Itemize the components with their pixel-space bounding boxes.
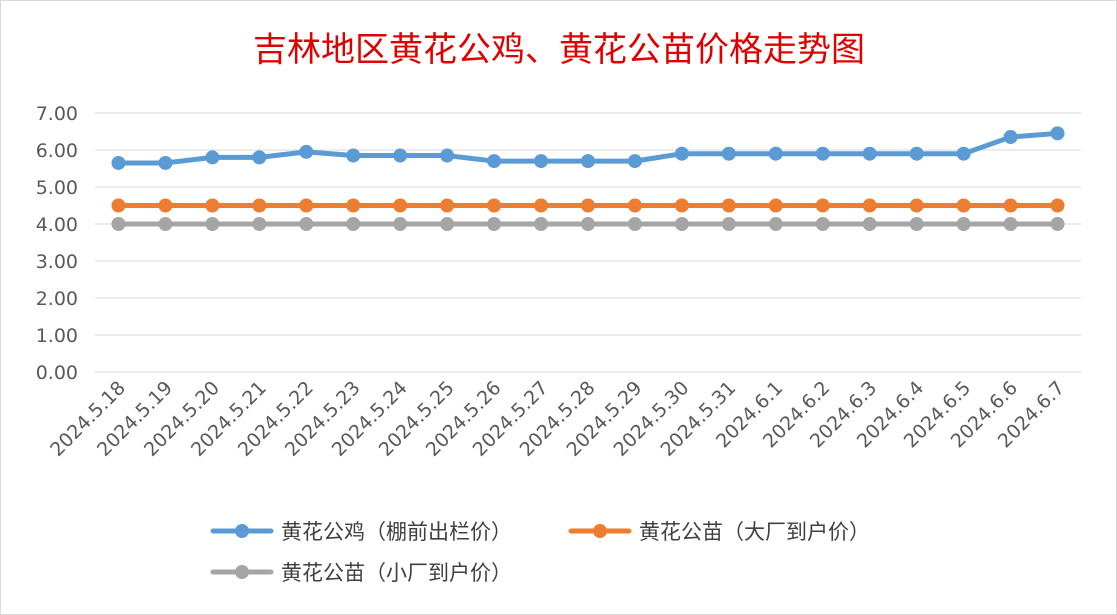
data-point: [1050, 217, 1065, 231]
legend-label: 黄花公苗（小厂到户价）: [281, 561, 512, 585]
series-3: [111, 217, 1065, 231]
data-point: [252, 217, 267, 231]
data-point: [534, 198, 549, 213]
data-point: [299, 144, 314, 159]
data-point: [956, 217, 971, 231]
data-point: [768, 217, 783, 231]
data-point: [393, 148, 408, 163]
data-point: [534, 154, 549, 169]
data-point: [815, 198, 830, 213]
data-point: [815, 217, 830, 231]
y-tick-label: 3.00: [36, 251, 78, 273]
legend-label: 黄花公苗（大厂到户价）: [639, 520, 870, 544]
y-tick-label: 5.00: [36, 177, 78, 199]
y-tick-label: 1.00: [36, 325, 78, 347]
data-point: [487, 154, 502, 169]
series-1: [111, 126, 1065, 170]
data-point: [158, 155, 173, 170]
legend-swatch-marker: [235, 565, 249, 579]
data-point: [1050, 126, 1065, 141]
y-tick-label: 0.00: [36, 362, 78, 384]
data-point: [440, 217, 455, 231]
y-tick-label: 4.00: [36, 214, 78, 236]
data-point: [252, 150, 267, 165]
data-point: [205, 150, 220, 165]
data-point: [674, 198, 689, 213]
data-point: [627, 154, 642, 169]
data-point: [1050, 198, 1065, 213]
data-point: [440, 198, 455, 213]
data-point: [111, 155, 126, 170]
data-point: [862, 146, 877, 161]
legend-item: 黄花公鸡（棚前出栏价）: [210, 520, 512, 544]
data-point: [1003, 198, 1018, 213]
data-point: [205, 198, 220, 213]
data-point: [393, 198, 408, 213]
series-lines: [111, 126, 1065, 231]
data-point: [909, 146, 924, 161]
y-tick-label: 2.00: [36, 288, 78, 310]
legend-item: 黄花公苗（小厂到户价）: [210, 561, 512, 585]
data-point: [721, 217, 736, 231]
data-point: [674, 146, 689, 161]
y-tick-label: 7.00: [36, 103, 78, 125]
data-point: [440, 148, 455, 163]
data-point: [158, 198, 173, 213]
chart-title: 吉林地区黄花公鸡、黄花公苗价格走势图: [253, 30, 865, 70]
data-point: [346, 198, 361, 213]
data-point: [534, 217, 549, 231]
legend: 黄花公鸡（棚前出栏价） 黄花公苗（大厂到户价） 黄花公苗（小厂到户价）: [210, 520, 870, 585]
data-point: [346, 217, 361, 231]
data-point: [158, 217, 173, 231]
data-point: [346, 148, 361, 163]
data-point: [487, 198, 502, 213]
y-axis-ticks: 0.00 1.00 2.00 3.00 4.00 5.00 6.00 7.00: [36, 103, 78, 384]
data-point: [487, 217, 502, 231]
data-point: [252, 198, 267, 213]
data-point: [299, 217, 314, 231]
legend-swatch-marker: [235, 524, 249, 538]
data-point: [674, 217, 689, 231]
data-point: [205, 217, 220, 231]
series-2: [111, 198, 1065, 213]
data-point: [581, 154, 595, 169]
data-point: [393, 217, 408, 231]
data-point: [1003, 217, 1018, 231]
data-point: [299, 198, 314, 213]
data-point: [956, 198, 971, 213]
legend-item: 黄花公苗（大厂到户价）: [568, 520, 870, 544]
data-point: [721, 198, 736, 213]
data-point: [111, 198, 126, 213]
data-point: [581, 198, 595, 213]
data-point: [111, 217, 126, 231]
data-point: [909, 198, 924, 213]
data-point: [1003, 130, 1018, 145]
data-point: [721, 146, 736, 161]
data-point: [815, 146, 830, 161]
data-point: [581, 217, 595, 231]
data-point: [768, 198, 783, 213]
data-point: [909, 217, 924, 231]
data-point: [768, 146, 783, 161]
y-tick-label: 6.00: [36, 140, 78, 162]
legend-swatch-marker: [593, 524, 607, 538]
data-point: [627, 198, 642, 213]
data-point: [862, 217, 877, 231]
legend-label: 黄花公鸡（棚前出栏价）: [281, 520, 512, 544]
data-point: [956, 146, 971, 161]
x-axis-ticks: 2024.5.182024.5.192024.5.202024.5.212024…: [46, 377, 1069, 461]
data-point: [627, 217, 642, 231]
data-point: [862, 198, 877, 213]
